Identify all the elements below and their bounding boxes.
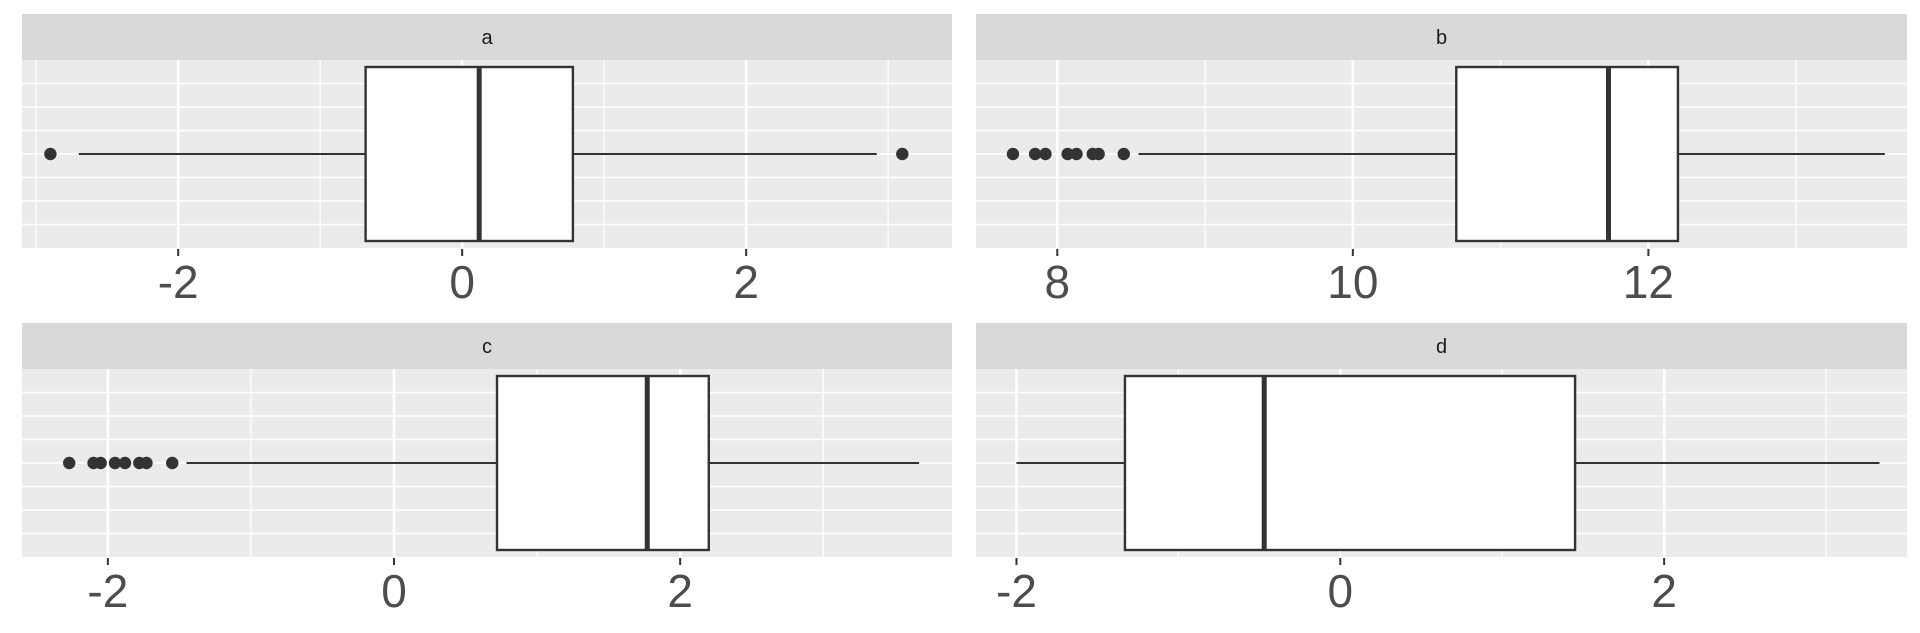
facet-strip <box>22 14 952 60</box>
outlier-point <box>166 456 179 470</box>
outlier-point <box>44 147 57 161</box>
outlier-point <box>1070 147 1083 161</box>
panel-c: c -2 0 2 <box>22 323 952 617</box>
x-tick-label: 2 <box>733 256 759 308</box>
outlier-point <box>1117 147 1130 161</box>
box-iqr <box>1123 374 1577 552</box>
facet-strip <box>22 323 952 369</box>
facet-label: a <box>481 27 493 49</box>
outlier-point <box>108 456 122 470</box>
x-tick-label: -2 <box>158 256 199 308</box>
outlier-point <box>1039 147 1052 161</box>
facet-label: d <box>1436 336 1447 358</box>
facet-strip <box>976 323 1907 369</box>
panel-a: a -2 0 2 <box>22 14 952 308</box>
outlier-point <box>118 456 132 470</box>
facet-label: b <box>1436 27 1447 49</box>
x-tick-label: 2 <box>667 565 693 617</box>
outlier-point <box>1028 147 1042 161</box>
x-tick-label: 0 <box>449 256 475 308</box>
box-iqr <box>1455 65 1680 243</box>
outlier-point <box>94 456 107 470</box>
outlier-point <box>1061 147 1074 161</box>
x-tick-label: 12 <box>1623 256 1674 308</box>
x-tick-label: 10 <box>1327 256 1378 308</box>
x-tick-label: -2 <box>87 565 128 617</box>
x-tick-label: 0 <box>1328 565 1354 617</box>
x-tick-label: 2 <box>1651 565 1677 617</box>
x-tick-label: 8 <box>1044 256 1070 308</box>
outlier-point <box>1006 147 1020 161</box>
x-tick-label: -2 <box>996 565 1037 617</box>
panel-b: b 8 10 12 <box>976 14 1907 308</box>
x-tick-label: 0 <box>381 565 407 617</box>
outlier-point <box>1092 147 1105 161</box>
box-iqr <box>364 65 575 243</box>
panel-d: d -2 0 2 <box>976 323 1907 617</box>
outlier-point <box>896 147 909 161</box>
facet-label: c <box>482 336 492 358</box>
outlier-point <box>63 456 76 470</box>
outlier-point <box>140 456 153 470</box>
facet-strip <box>976 14 1907 60</box>
box-iqr <box>495 374 710 552</box>
